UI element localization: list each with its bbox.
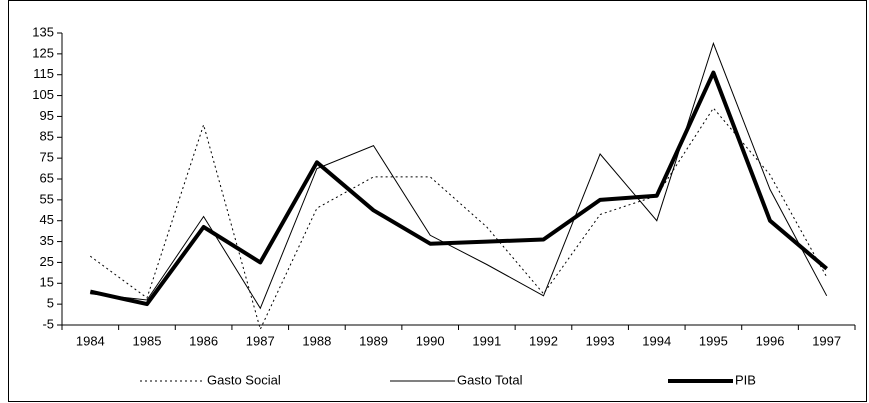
y-tick-label: 95 bbox=[40, 108, 54, 123]
y-tick-label: 55 bbox=[40, 191, 54, 206]
x-tick-label: 1986 bbox=[189, 333, 218, 348]
legend-label: Gasto Social bbox=[207, 372, 281, 387]
legend-label: PIB bbox=[735, 372, 756, 387]
x-tick-label: 1993 bbox=[586, 333, 615, 348]
x-tick-label: 1995 bbox=[699, 333, 728, 348]
y-tick-label: 65 bbox=[40, 170, 54, 185]
x-tick-label: 1987 bbox=[246, 333, 275, 348]
y-tick-label: 35 bbox=[40, 233, 54, 248]
x-tick-label: 1988 bbox=[302, 333, 331, 348]
series-line bbox=[89, 70, 828, 307]
x-tick-label: 1984 bbox=[76, 333, 105, 348]
x-tick-label: 1991 bbox=[472, 333, 501, 348]
x-tick-label: 1985 bbox=[133, 333, 162, 348]
series-line bbox=[90, 107, 828, 331]
y-tick-label: 75 bbox=[40, 150, 54, 165]
y-tick-label: 125 bbox=[32, 45, 54, 60]
x-tick-label: 1989 bbox=[359, 333, 388, 348]
y-tick-label: 15 bbox=[40, 275, 54, 290]
y-tick-label: 25 bbox=[40, 254, 54, 269]
y-tick-label: -5 bbox=[42, 316, 54, 331]
y-tick-label: 45 bbox=[40, 212, 54, 227]
y-tick-label: 5 bbox=[47, 296, 54, 311]
x-tick-label: 1990 bbox=[416, 333, 445, 348]
y-tick-label: 85 bbox=[40, 129, 54, 144]
y-tick-label: 115 bbox=[33, 66, 54, 81]
x-tick-label: 1994 bbox=[642, 333, 671, 348]
x-tick-label: 1992 bbox=[529, 333, 558, 348]
y-tick-label: 135 bbox=[32, 24, 54, 39]
legend-label: Gasto Total bbox=[457, 372, 523, 387]
chart-frame bbox=[8, 0, 867, 402]
x-tick-label: 1996 bbox=[756, 333, 785, 348]
y-tick-label: 105 bbox=[32, 87, 54, 102]
x-tick-label: 1997 bbox=[812, 333, 841, 348]
